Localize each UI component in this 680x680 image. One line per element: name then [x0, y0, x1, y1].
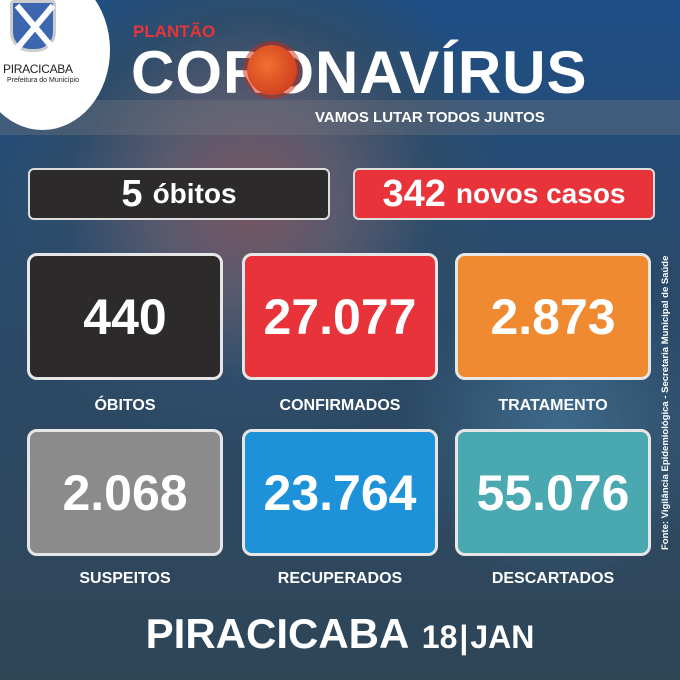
footer-month: JAN: [470, 619, 535, 655]
coat-of-arms-icon: [10, 0, 56, 52]
stat-confirmados: 27.077: [242, 253, 438, 380]
stat-descartados: 55.076: [455, 429, 651, 556]
slogan: VAMOS LUTAR TODOS JUNTOS: [315, 109, 545, 126]
date-separator: |: [459, 619, 469, 655]
label-recuperados: RECUPERADOS: [277, 570, 403, 587]
daily-new-cases: 342 novos casos: [353, 168, 655, 220]
logo-name: PIRACICABA: [3, 62, 73, 76]
label-tratamento: TRATAMENTO: [498, 397, 608, 414]
label-confirmados: CONFIRMADOS: [279, 397, 401, 414]
label-obitos: ÓBITOS: [94, 397, 156, 414]
stat-suspeitos: 2.068: [27, 429, 223, 556]
stat-recuperados: 23.764: [242, 429, 438, 556]
kicker: PLANTÃO: [133, 22, 216, 41]
daily-deaths-value: 5: [121, 172, 143, 215]
footer-day: 18: [421, 619, 458, 655]
logo-subtitle: Prefeitura do Município: [7, 77, 79, 84]
virus-icon: [247, 45, 297, 95]
label-suspeitos: SUSPEITOS: [79, 570, 171, 587]
stat-tratamento: 2.873: [455, 253, 651, 380]
daily-deaths-label: óbitos: [152, 178, 237, 209]
label-descartados: DESCARTADOS: [491, 570, 615, 587]
page-title: CORONAVÍRUS: [131, 39, 588, 106]
footer: PIRACICABA 18|JAN: [0, 610, 680, 658]
header-band: [0, 100, 680, 135]
source-note: Fonte: Vigilância Epidemiológica - Secre…: [660, 255, 671, 550]
new-cases-label: novos casos: [455, 178, 626, 209]
footer-city: PIRACICABA: [145, 610, 410, 657]
daily-deaths: 5 óbitos: [28, 168, 330, 220]
stat-obitos: 440: [27, 253, 223, 380]
new-cases-value: 342: [382, 172, 446, 215]
